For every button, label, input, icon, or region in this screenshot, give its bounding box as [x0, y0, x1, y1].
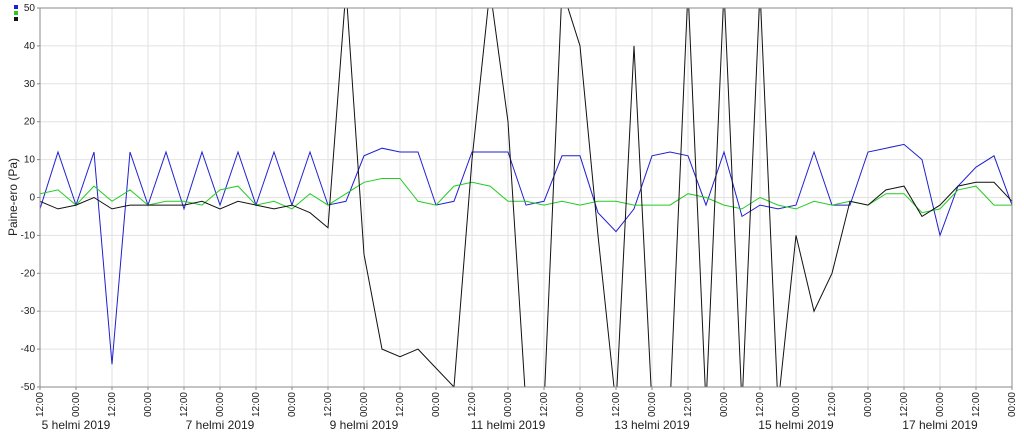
x-tick-label: 12:00: [755, 392, 766, 417]
date-label: 9 helmi 2019: [330, 418, 399, 432]
x-tick-label: 00:00: [1007, 392, 1018, 417]
y-tick-label: -40: [21, 344, 36, 355]
x-tick-label: 12:00: [179, 392, 190, 417]
y-tick-label: 10: [24, 155, 36, 166]
x-tick-label: 12:00: [827, 392, 838, 417]
x-tick-label: 12:00: [971, 392, 982, 417]
y-tick-label: -10: [21, 230, 36, 241]
x-tick-label: 00:00: [215, 392, 226, 417]
date-label: 13 helmi 2019: [614, 418, 690, 432]
x-tick-label: 00:00: [935, 392, 946, 417]
x-tick-label: 12:00: [683, 392, 694, 417]
y-tick-label: 50: [24, 3, 36, 14]
x-tick-label: 12:00: [539, 392, 550, 417]
legend-swatch: [14, 5, 18, 9]
x-tick-label: 12:00: [251, 392, 262, 417]
x-tick-label: 00:00: [791, 392, 802, 417]
x-tick-label: 00:00: [503, 392, 514, 417]
x-tick-label: 12:00: [467, 392, 478, 417]
series-line: [40, 143, 1012, 365]
y-tick-label: -30: [21, 306, 36, 317]
y-tick-label: -50: [21, 382, 36, 393]
date-label: 17 helmi 2019: [902, 418, 978, 432]
y-tick-label: 20: [24, 117, 36, 128]
date-label: 15 helmi 2019: [758, 418, 834, 432]
date-label: 7 helmi 2019: [186, 418, 255, 432]
x-tick-label: 00:00: [287, 392, 298, 417]
legend-swatch: [14, 17, 18, 21]
y-tick-label: 30: [24, 79, 36, 90]
y-axis-label: Paine-ero (Pa): [6, 158, 20, 236]
x-tick-label: 12:00: [611, 392, 622, 417]
date-label: 11 helmi 2019: [471, 418, 546, 432]
y-tick-label: -20: [21, 268, 36, 279]
x-tick-label: 00:00: [71, 392, 82, 417]
grid: [39, 7, 1013, 388]
x-tick-label: 00:00: [143, 392, 154, 417]
x-tick-label: 12:00: [107, 392, 118, 417]
x-tick-label: 12:00: [323, 392, 334, 417]
x-tick-label: 00:00: [863, 392, 874, 417]
x-tick-label: 12:00: [395, 392, 406, 417]
x-tick-label: 12:00: [35, 392, 46, 417]
plot-lines: [40, 8, 1012, 387]
x-tick-label: 00:00: [719, 392, 730, 417]
series-line: [40, 8, 1012, 387]
x-tick-label: 00:00: [575, 392, 586, 417]
y-tick-label: 0: [29, 193, 35, 204]
x-tick-label: 00:00: [647, 392, 658, 417]
date-label: 5 helmi 2019: [42, 418, 111, 432]
x-tick-label: 00:00: [431, 392, 442, 417]
x-tick-label: 12:00: [899, 392, 910, 417]
x-tick-label: 00:00: [359, 392, 370, 417]
legend-swatch: [14, 11, 18, 15]
y-tick-label: 40: [24, 41, 36, 52]
series-line: [40, 178, 1012, 214]
